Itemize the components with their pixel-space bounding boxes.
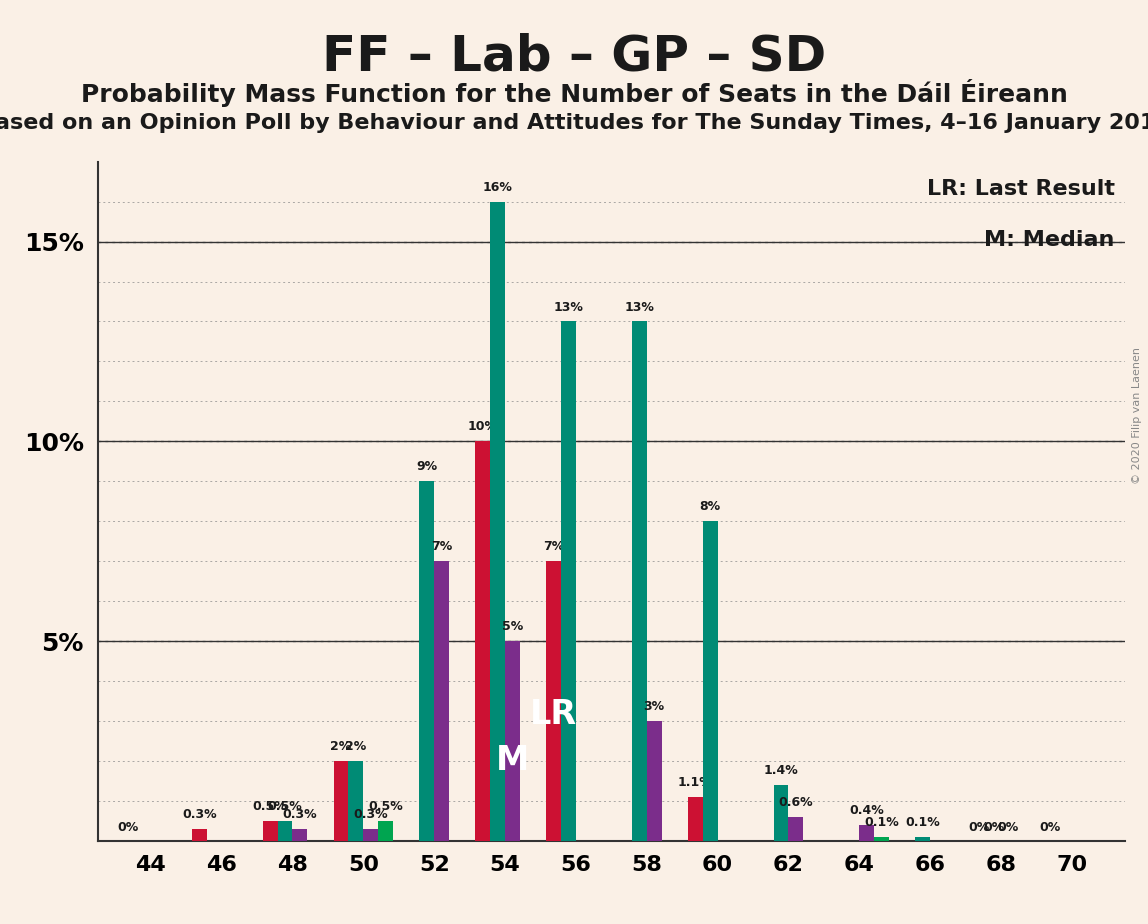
Text: 7%: 7%	[543, 541, 564, 553]
Bar	[860, 825, 874, 841]
Text: 5%: 5%	[502, 620, 523, 633]
Text: 9%: 9%	[417, 460, 437, 473]
Text: LR: Last Result: LR: Last Result	[926, 178, 1115, 199]
Text: 2%: 2%	[331, 740, 351, 753]
Text: Based on an Opinion Poll by Behaviour and Attitudes for The Sunday Times, 4–16 J: Based on an Opinion Poll by Behaviour an…	[0, 113, 1148, 133]
Bar	[688, 796, 703, 841]
Bar	[475, 442, 490, 841]
Text: 1.4%: 1.4%	[763, 764, 798, 777]
Text: © 2020 Filip van Laenen: © 2020 Filip van Laenen	[1132, 347, 1142, 484]
Bar	[789, 817, 804, 841]
Text: 0.1%: 0.1%	[906, 816, 940, 829]
Text: M: M	[496, 745, 529, 777]
Bar	[293, 829, 308, 841]
Bar	[631, 322, 646, 841]
Text: FF – Lab – GP – SD: FF – Lab – GP – SD	[321, 32, 827, 80]
Text: 16%: 16%	[482, 181, 512, 194]
Bar	[546, 561, 561, 841]
Bar	[874, 837, 889, 841]
Text: 0%: 0%	[998, 821, 1019, 833]
Text: 0.3%: 0.3%	[181, 808, 217, 821]
Text: Probability Mass Function for the Number of Seats in the Dáil Éireann: Probability Mass Function for the Number…	[80, 79, 1068, 106]
Bar	[192, 829, 207, 841]
Bar	[378, 821, 393, 841]
Text: M: Median: M: Median	[984, 230, 1115, 249]
Bar	[334, 761, 349, 841]
Text: 0.3%: 0.3%	[282, 808, 317, 821]
Text: 0.1%: 0.1%	[864, 816, 899, 829]
Text: 0%: 0%	[968, 821, 990, 833]
Bar	[349, 761, 363, 841]
Text: 0%: 0%	[118, 821, 139, 833]
Text: 0.6%: 0.6%	[778, 796, 813, 808]
Text: 2%: 2%	[346, 740, 366, 753]
Bar	[419, 481, 434, 841]
Text: 0.5%: 0.5%	[253, 800, 287, 813]
Bar	[561, 322, 576, 841]
Text: 0%: 0%	[983, 821, 1004, 833]
Text: 0.5%: 0.5%	[267, 800, 302, 813]
Text: 10%: 10%	[467, 420, 498, 433]
Bar	[263, 821, 278, 841]
Bar	[505, 641, 520, 841]
Bar	[490, 201, 505, 841]
Bar	[646, 721, 661, 841]
Text: 0.4%: 0.4%	[850, 804, 884, 817]
Text: 0%: 0%	[1039, 821, 1061, 833]
Bar	[915, 837, 930, 841]
Bar	[703, 521, 718, 841]
Text: 0.5%: 0.5%	[369, 800, 403, 813]
Text: 0.3%: 0.3%	[354, 808, 388, 821]
Bar	[278, 821, 293, 841]
Text: 7%: 7%	[430, 541, 452, 553]
Text: LR: LR	[530, 699, 577, 732]
Text: 1.1%: 1.1%	[678, 776, 713, 789]
Text: 13%: 13%	[553, 300, 583, 313]
Text: 3%: 3%	[644, 700, 665, 713]
Bar	[434, 561, 449, 841]
Text: 8%: 8%	[699, 500, 721, 513]
Bar	[774, 784, 789, 841]
Bar	[363, 829, 378, 841]
Text: 13%: 13%	[625, 300, 654, 313]
